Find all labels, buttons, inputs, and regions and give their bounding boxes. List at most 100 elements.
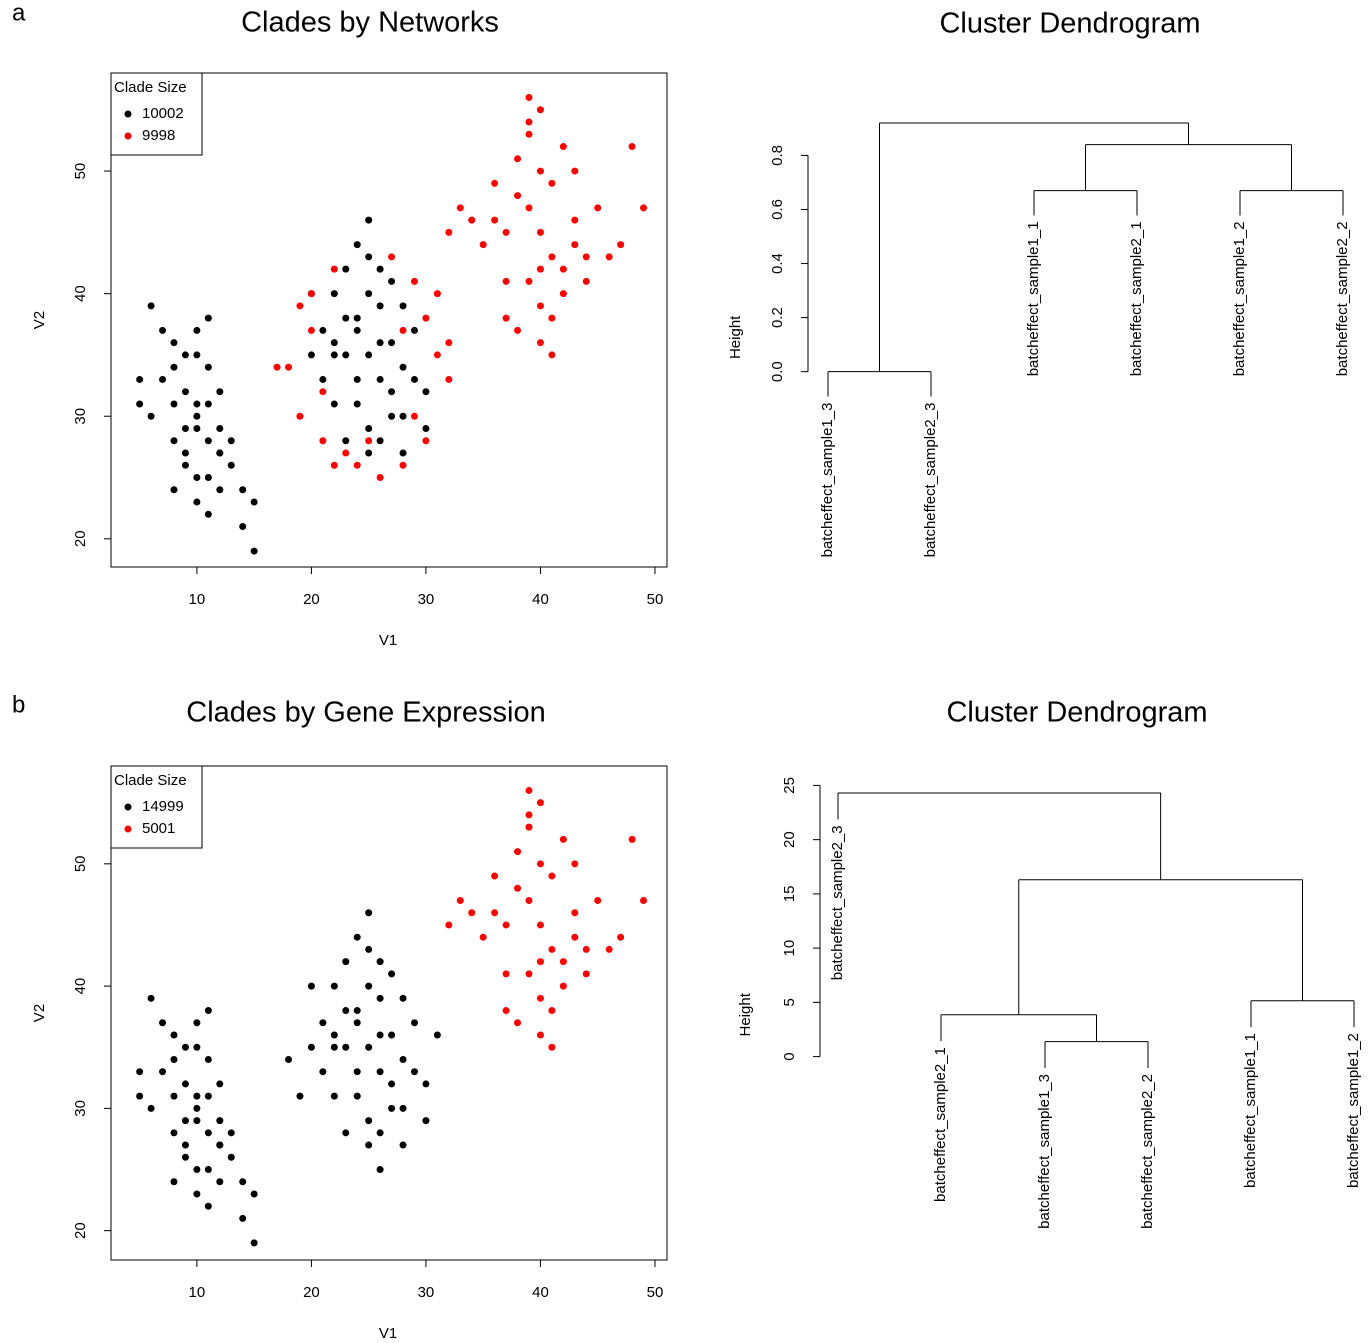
point <box>388 277 396 285</box>
point <box>617 933 625 941</box>
point <box>491 909 499 917</box>
point <box>307 1043 315 1051</box>
x-tick-label: 10 <box>189 1284 206 1301</box>
point <box>159 375 167 383</box>
leaf-label: batcheffect_sample2_2 <box>1139 1074 1156 1229</box>
point <box>594 204 602 212</box>
point <box>170 1178 178 1186</box>
point <box>422 1117 430 1125</box>
point <box>365 449 373 457</box>
point <box>273 363 281 371</box>
point <box>559 982 567 990</box>
y-tick-label: 30 <box>72 1100 89 1117</box>
x-tick-label: 30 <box>418 1284 435 1301</box>
point <box>353 1068 361 1076</box>
point <box>536 106 544 114</box>
point <box>216 449 224 457</box>
point <box>159 1068 167 1076</box>
point <box>376 302 384 310</box>
chart-title: Clades by Gene Expression <box>186 697 545 729</box>
y-tick-label: 50 <box>72 855 89 872</box>
point <box>399 412 407 420</box>
point <box>491 179 499 187</box>
point <box>365 424 373 432</box>
point <box>204 1092 212 1100</box>
point <box>170 400 178 408</box>
legend-label: 5001 <box>142 820 175 837</box>
point <box>193 1019 201 1027</box>
point <box>536 994 544 1002</box>
point <box>193 412 201 420</box>
y-tick-label: 20 <box>72 1222 89 1239</box>
point <box>399 1141 407 1149</box>
point <box>502 277 510 285</box>
point <box>433 351 441 359</box>
y-tick-label: 10 <box>781 940 798 957</box>
y-tick-label: 20 <box>781 831 798 848</box>
point <box>376 1031 384 1039</box>
point <box>514 192 522 200</box>
x-axis-label: V1 <box>379 1325 397 1342</box>
chart-title: Cluster Dendrogram <box>939 8 1200 40</box>
point <box>353 461 361 469</box>
y-axis-label: Height <box>737 992 754 1036</box>
x-tick-label: 30 <box>418 591 435 608</box>
point <box>216 424 224 432</box>
point <box>399 461 407 469</box>
point <box>365 1117 373 1125</box>
point <box>193 1117 201 1125</box>
point <box>342 958 350 966</box>
point <box>399 994 407 1002</box>
point <box>353 933 361 941</box>
leaf-label: batcheffect_sample1_2 <box>1345 1033 1362 1188</box>
point <box>582 277 590 285</box>
point <box>170 1031 178 1039</box>
point <box>388 970 396 978</box>
point <box>548 1007 556 1015</box>
point <box>548 872 556 880</box>
point <box>307 351 315 359</box>
y-tick-label: 0.6 <box>769 199 786 220</box>
point <box>571 909 579 917</box>
point <box>571 241 579 249</box>
point <box>365 945 373 953</box>
point <box>365 1043 373 1051</box>
point <box>365 290 373 298</box>
point <box>193 1104 201 1112</box>
point <box>502 228 510 236</box>
point <box>170 363 178 371</box>
point <box>410 375 418 383</box>
point <box>468 216 476 224</box>
point <box>227 461 235 469</box>
y-tick-label: 0.4 <box>769 253 786 274</box>
y-tick-label: 0.8 <box>769 145 786 166</box>
point <box>250 498 258 506</box>
leaf-label: batcheffect_sample1_2 <box>1231 221 1248 376</box>
y-tick-label: 50 <box>72 163 89 180</box>
point <box>376 1166 384 1174</box>
point <box>353 241 361 249</box>
point <box>147 412 155 420</box>
point <box>433 290 441 298</box>
point <box>159 326 167 334</box>
legend-marker <box>124 110 132 118</box>
point <box>307 290 315 298</box>
leaf-label: batcheffect_sample2_1 <box>932 1047 949 1202</box>
y-tick-label: 0.0 <box>769 361 786 382</box>
point <box>193 351 201 359</box>
point <box>514 884 522 892</box>
point <box>628 143 636 151</box>
legend-title: Clade Size <box>114 772 187 789</box>
point <box>181 388 189 396</box>
point <box>342 351 350 359</box>
point <box>319 388 327 396</box>
y-tick-label: 5 <box>781 998 798 1006</box>
point <box>285 1055 293 1063</box>
point <box>342 449 350 457</box>
point <box>330 265 338 273</box>
point <box>193 1092 201 1100</box>
point <box>204 1129 212 1137</box>
point <box>353 1019 361 1027</box>
point <box>193 474 201 482</box>
point <box>204 400 212 408</box>
